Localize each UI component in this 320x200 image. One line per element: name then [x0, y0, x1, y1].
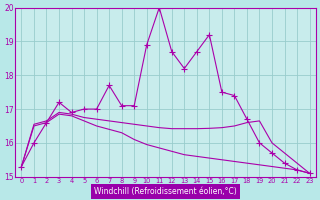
X-axis label: Windchill (Refroidissement éolien,°C): Windchill (Refroidissement éolien,°C) [94, 187, 237, 196]
